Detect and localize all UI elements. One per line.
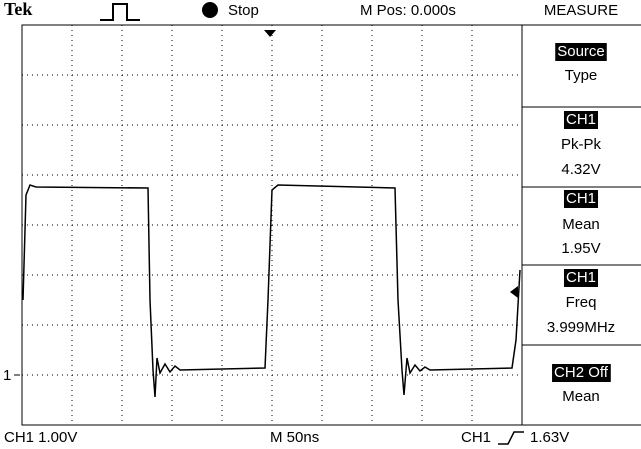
- menu-value: Type: [565, 67, 598, 84]
- menu-highlight: [555, 43, 607, 61]
- menu-label: CH1: [566, 190, 596, 207]
- trigger-source: CH1: [461, 429, 491, 446]
- slope-icon: [498, 431, 524, 445]
- menu-highlight: [563, 111, 599, 129]
- channel-scale: CH1 1.00V: [4, 429, 77, 446]
- trigger-level: 1.63V: [530, 429, 569, 446]
- timebase: M 50ns: [270, 429, 319, 446]
- graticule-border: [21, 24, 523, 426]
- brand: Tek: [4, 0, 32, 19]
- menu-label: Source: [557, 43, 605, 60]
- waveform: [22, 184, 521, 398]
- status: Stop: [228, 2, 259, 19]
- trigger-icon: [100, 3, 140, 21]
- menu-label: CH2 Off: [554, 364, 609, 381]
- menu-highlight: [563, 269, 599, 287]
- ground-marker: 1: [3, 367, 11, 384]
- menu-label: CH1: [566, 269, 596, 286]
- menu-value: 1.95V: [561, 240, 600, 257]
- menu-highlight: [563, 190, 599, 208]
- menu-value: Freq: [566, 294, 597, 311]
- menu-value: Mean: [562, 388, 600, 405]
- graticule: [22, 25, 522, 425]
- position: M Pos: 0.000s: [360, 2, 456, 19]
- menu-value: Pk-Pk: [561, 136, 602, 153]
- trigger-level-marker: [510, 286, 518, 298]
- menu-value: 3.999MHz: [547, 319, 615, 336]
- menu-value: 4.32V: [561, 161, 600, 178]
- stop-indicator: [202, 2, 218, 18]
- menu-highlight: [552, 364, 611, 382]
- menu-label: CH1: [566, 111, 596, 128]
- menu-value: Mean: [562, 216, 600, 233]
- trigger-position-marker: [264, 30, 276, 37]
- menu-title: MEASURE: [544, 2, 618, 19]
